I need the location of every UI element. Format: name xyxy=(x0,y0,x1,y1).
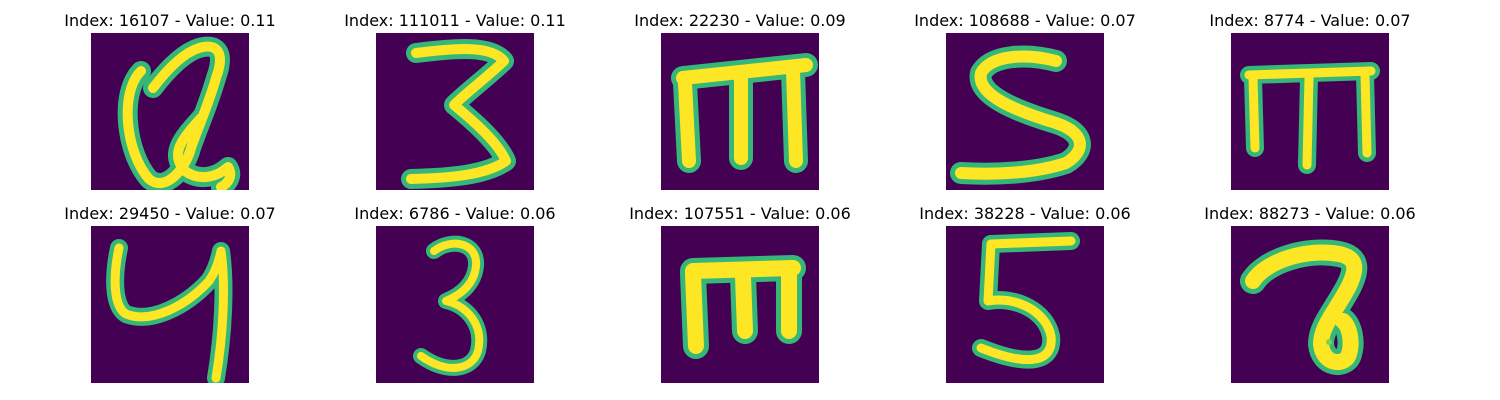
panel-title: Index: 88273 - Value: 0.06 xyxy=(1204,204,1416,223)
digit-image-q xyxy=(91,33,249,190)
panel-title: Index: 111011 - Value: 0.11 xyxy=(344,11,566,30)
panel-title: Index: 22230 - Value: 0.09 xyxy=(634,11,846,30)
digit-image-y xyxy=(91,226,249,383)
panel-title: Index: 29450 - Value: 0.07 xyxy=(64,204,276,223)
panel-title: Index: 6786 - Value: 0.06 xyxy=(354,204,556,223)
digit-image-5 xyxy=(946,226,1104,383)
digit-image-m xyxy=(1231,33,1389,190)
digit-image-3 xyxy=(376,33,534,190)
panel-2: Index: 111011 - Value: 0.11 xyxy=(335,10,575,190)
digit-image-m xyxy=(661,226,819,383)
panel-title: Index: 38228 - Value: 0.06 xyxy=(919,204,1131,223)
panel-title: Index: 16107 - Value: 0.11 xyxy=(64,11,276,30)
panel-title: Index: 8774 - Value: 0.07 xyxy=(1209,11,1411,30)
digit-image-3 xyxy=(376,226,534,383)
panel-title: Index: 107551 - Value: 0.06 xyxy=(629,204,851,223)
digit-image-m xyxy=(661,33,819,190)
panel-5: Index: 8774 - Value: 0.07 xyxy=(1190,10,1430,190)
digit-image-a xyxy=(1231,226,1389,383)
panel-8: Index: 107551 - Value: 0.06 xyxy=(620,203,860,383)
panel-title: Index: 108688 - Value: 0.07 xyxy=(914,11,1136,30)
digit-image-s xyxy=(946,33,1104,190)
panel-4: Index: 108688 - Value: 0.07 xyxy=(905,10,1145,190)
panel-3: Index: 22230 - Value: 0.09 xyxy=(620,10,860,190)
panel-7: Index: 6786 - Value: 0.06 xyxy=(335,203,575,383)
panel-10: Index: 88273 - Value: 0.06 xyxy=(1190,203,1430,383)
panel-9: Index: 38228 - Value: 0.06 xyxy=(905,203,1145,383)
panel-1: Index: 16107 - Value: 0.11 xyxy=(50,10,290,190)
panel-6: Index: 29450 - Value: 0.07 xyxy=(50,203,290,383)
